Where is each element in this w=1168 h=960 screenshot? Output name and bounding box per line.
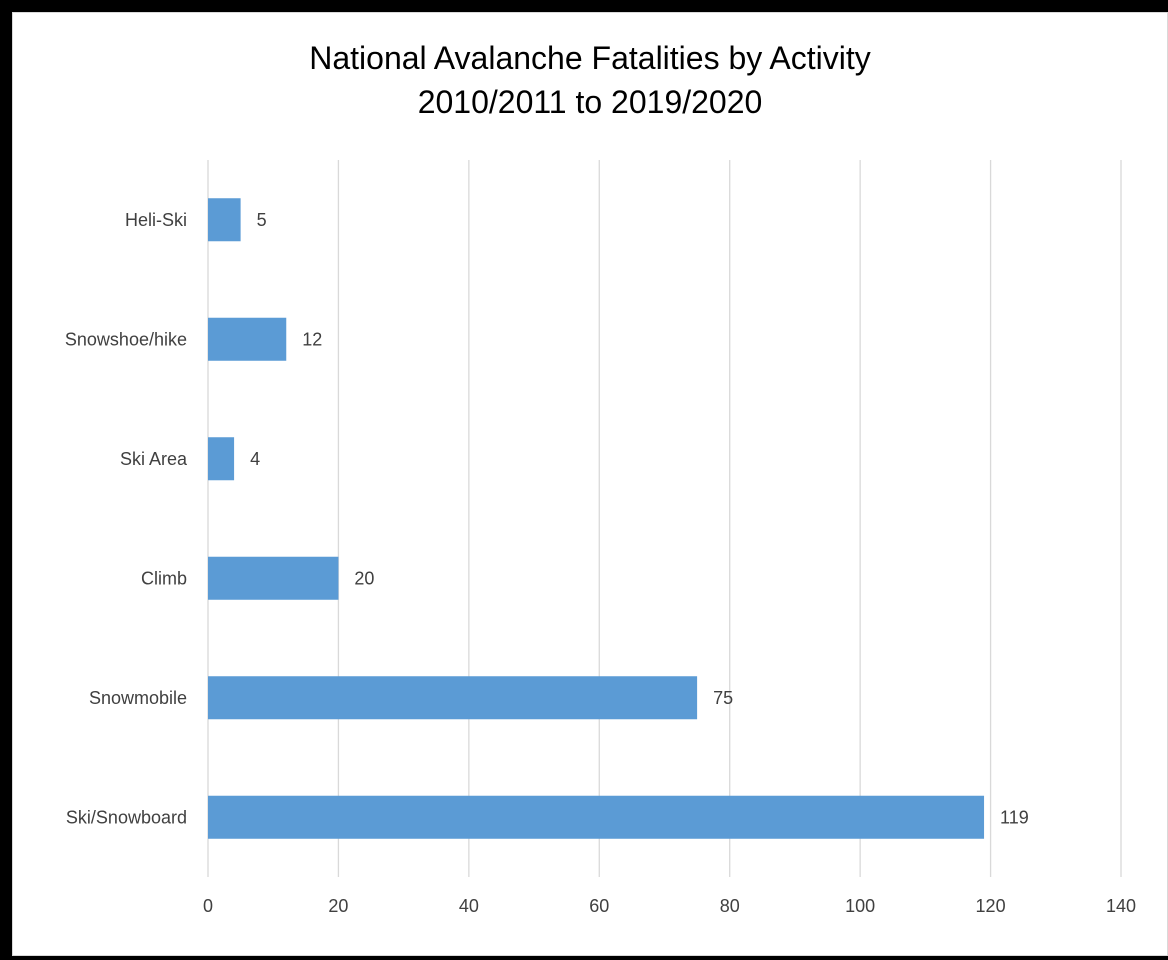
bar-ski-snowboard	[208, 795, 985, 839]
category-label: Snowmobile	[89, 688, 187, 708]
bar-ski-area	[208, 437, 235, 481]
category-label: Ski/Snowboard	[66, 807, 187, 827]
bar-snowmobile	[208, 676, 698, 720]
x-tick-label-140: 140	[1106, 896, 1136, 916]
category-label: Ski Area	[120, 449, 188, 469]
data-label: 119	[1000, 807, 1029, 827]
data-label: 75	[713, 688, 733, 708]
category-label: Snowshoe/hike	[65, 329, 187, 349]
x-tick-label-20: 20	[328, 896, 348, 916]
chart-subtitle: 2010/2011 to 2019/2020	[417, 84, 763, 120]
data-label: 5	[257, 210, 267, 230]
data-label: 20	[354, 568, 374, 588]
data-label: 12	[302, 329, 322, 349]
chart-title: National Avalanche Fatalities by Activit…	[12, 36, 1168, 124]
data-label: 4	[250, 449, 260, 469]
x-tick-label-0: 0	[203, 896, 213, 916]
x-tick-label-40: 40	[459, 896, 479, 916]
bar-snowshoe-hike	[208, 317, 287, 361]
x-tick-label-60: 60	[589, 896, 609, 916]
bar-climb	[208, 556, 339, 600]
category-label: Heli-Ski	[125, 210, 187, 230]
bar-heli-ski	[208, 198, 241, 242]
chart-title-line1: National Avalanche Fatalities by Activit…	[309, 40, 871, 76]
category-label: Climb	[141, 568, 187, 588]
x-tick-label-80: 80	[720, 896, 740, 916]
x-tick-label-120: 120	[976, 896, 1006, 916]
x-tick-label-100: 100	[845, 896, 875, 916]
